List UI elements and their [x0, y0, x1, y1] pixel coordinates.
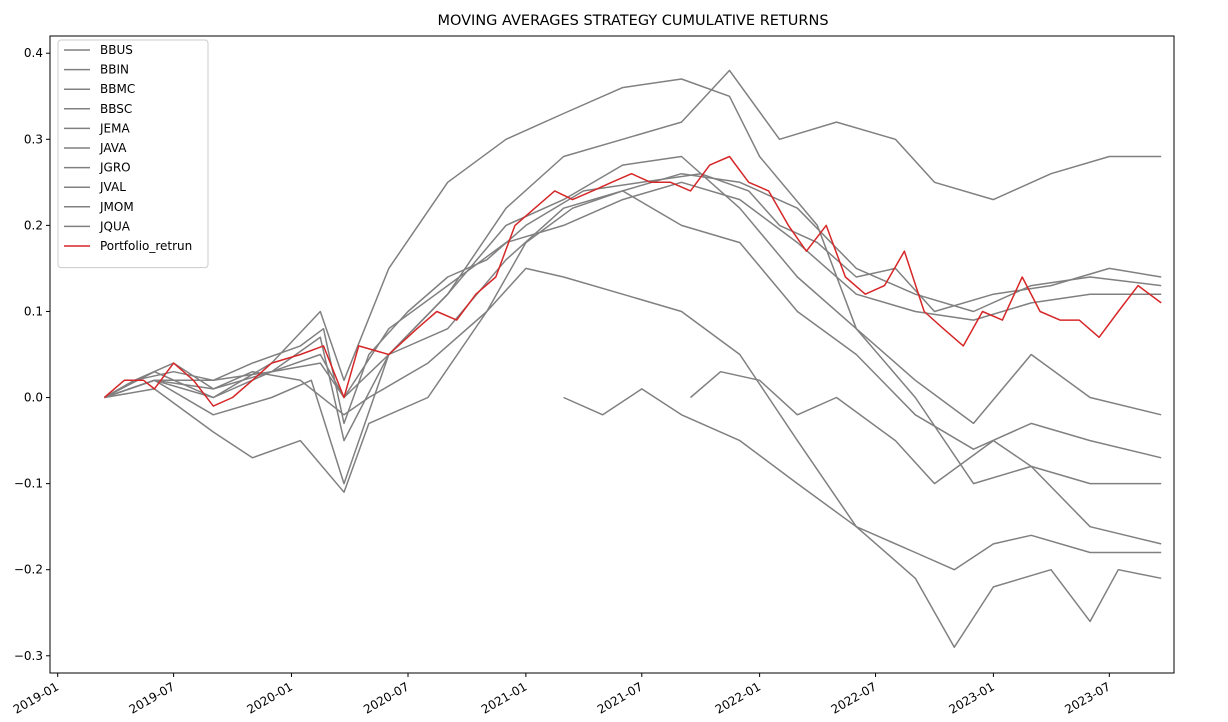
- x-tick-label: 2022-07: [829, 679, 879, 716]
- legend-label: JGRO: [99, 161, 131, 175]
- legend-label: JMOM: [99, 200, 134, 214]
- series-line-jema: [563, 388, 1162, 648]
- y-tick-label: 0.3: [24, 132, 43, 146]
- y-tick-label: −0.1: [14, 477, 43, 491]
- legend-label: BBMC: [100, 82, 135, 96]
- y-tick-label: 0.4: [24, 46, 43, 60]
- series-line-bbus: [104, 172, 1162, 425]
- y-tick-label: 0.1: [24, 304, 43, 318]
- x-tick-label: 2020-01: [245, 679, 295, 716]
- legend-label: Portfolio_retrun: [100, 239, 192, 253]
- legend-label: JEMA: [99, 121, 130, 135]
- y-tick-label: 0.2: [24, 218, 43, 232]
- y-tick-label: −0.2: [14, 563, 43, 577]
- series-line-bbsc: [104, 69, 1162, 485]
- series-line-jgro: [104, 78, 1162, 425]
- legend-label: BBIN: [100, 63, 129, 77]
- x-tick-label: 2021-01: [479, 679, 529, 716]
- series-line-bbmc: [104, 190, 1162, 493]
- x-tick-label: 2022-01: [713, 679, 763, 716]
- series-line-jqua: [104, 181, 1162, 399]
- series-line-jval: [104, 172, 1162, 399]
- y-tick-label: −0.3: [14, 649, 43, 663]
- x-tick-label: 2023-07: [1062, 679, 1112, 716]
- y-tick-label: 0.0: [24, 391, 43, 405]
- series-line-portfolio_retrun: [103, 155, 1162, 407]
- series-line-jmom: [104, 155, 1162, 545]
- legend-box: [57, 39, 209, 269]
- series-line-bbin: [104, 267, 1162, 571]
- legend-label: JVAL: [99, 180, 126, 194]
- x-tick-label: 2023-01: [946, 679, 996, 716]
- x-tick-label: 2021-07: [595, 679, 645, 716]
- x-axis: 2019-01 2019-07 2020-01 2020-07 2021-01 2021-…: [11, 673, 1113, 717]
- x-tick-label: 2020-07: [361, 679, 411, 716]
- chart-title: MOVING AVERAGES STRATEGY CUMULATIVE RETU…: [437, 13, 828, 29]
- series-line-java: [690, 370, 1162, 485]
- plot-frame: [49, 35, 1175, 674]
- y-axis: 0.4 0.3 0.2 0.1 0.0 −0.1 −0.2 −0.3: [14, 46, 50, 663]
- x-tick-label: 2019-07: [127, 679, 177, 716]
- legend-label: JAVA: [99, 141, 127, 155]
- x-tick-label: 2019-01: [11, 679, 61, 716]
- legend: BBUS BBIN BBMC BBSC JEMA JAVA JGRO JVAL JMOM JQUA…: [57, 39, 209, 269]
- series-layer: [103, 69, 1162, 648]
- legend-label: BBSC: [100, 102, 132, 116]
- legend-label: JQUA: [99, 219, 131, 233]
- legend-label: BBUS: [100, 43, 133, 57]
